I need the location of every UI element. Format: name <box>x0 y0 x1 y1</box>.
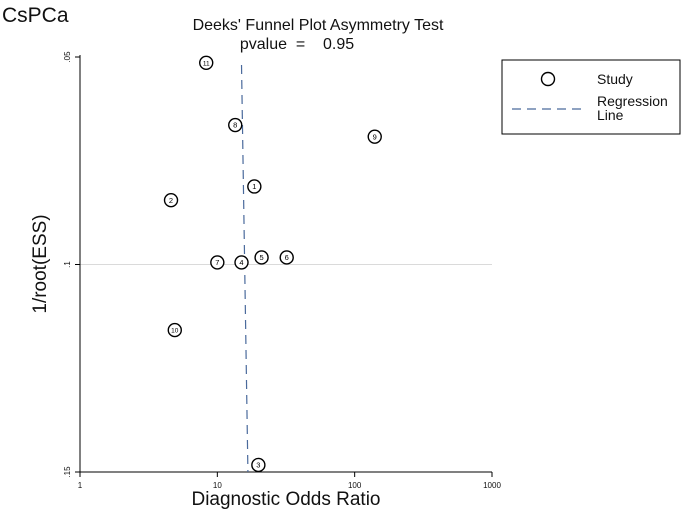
x-axis-label: Diagnostic Odds Ratio <box>191 489 380 510</box>
study-point <box>210 255 225 270</box>
study-point <box>234 255 249 270</box>
study-point <box>254 250 269 265</box>
panel-label: CsPCa <box>2 4 69 27</box>
legend: Study Regression Line <box>501 59 681 135</box>
study-label: 8 <box>233 121 237 130</box>
chart-subtitle: pvalue = 0.95 <box>240 36 354 53</box>
legend-box <box>501 59 681 135</box>
x-tick-label: 1 <box>78 481 83 490</box>
y-tick-label: .1 <box>63 261 72 268</box>
x-tick-label: 1000 <box>483 481 501 490</box>
study-point <box>279 250 294 265</box>
study-label: 3 <box>256 461 260 470</box>
study-label: 1 <box>252 182 256 191</box>
study-point <box>228 117 243 133</box>
axes-layer <box>79 55 492 473</box>
study-point <box>251 457 266 473</box>
study-label: 10 <box>171 328 179 335</box>
study-point <box>247 179 262 194</box>
study-label: 6 <box>285 253 289 262</box>
legend-study-label: Study <box>597 71 633 87</box>
x-tick-label: 100 <box>348 481 362 490</box>
ticks-layer: .05 .1 .15 1 10 100 1000 <box>63 51 501 490</box>
legend-regression-label-line: Line <box>597 107 624 123</box>
y-tick-label: .15 <box>63 466 72 478</box>
y-tick-label: .05 <box>63 51 72 63</box>
legend-study-marker <box>540 71 556 87</box>
legend-regression-label: Regression Line <box>597 93 668 123</box>
x-tick-label: 10 <box>213 481 222 490</box>
legend-regression-label-line: Regression <box>597 93 668 109</box>
chart-title: Deeks' Funnel Plot Asymmetry Test <box>193 17 444 34</box>
study-point <box>199 55 214 71</box>
study-point <box>367 129 382 144</box>
study-label: 5 <box>259 253 263 262</box>
study-label: 9 <box>373 132 377 141</box>
study-label: 11 <box>203 60 210 67</box>
points-layer: 1 2 3 4 5 6 7 8 9 10 11 <box>163 55 382 473</box>
y-axis-label: 1/root(ESS) <box>30 214 51 313</box>
study-label: 7 <box>215 258 219 267</box>
study-point <box>167 322 182 338</box>
study-point <box>163 192 179 208</box>
study-label: 2 <box>169 196 173 205</box>
study-label: 4 <box>239 258 243 267</box>
